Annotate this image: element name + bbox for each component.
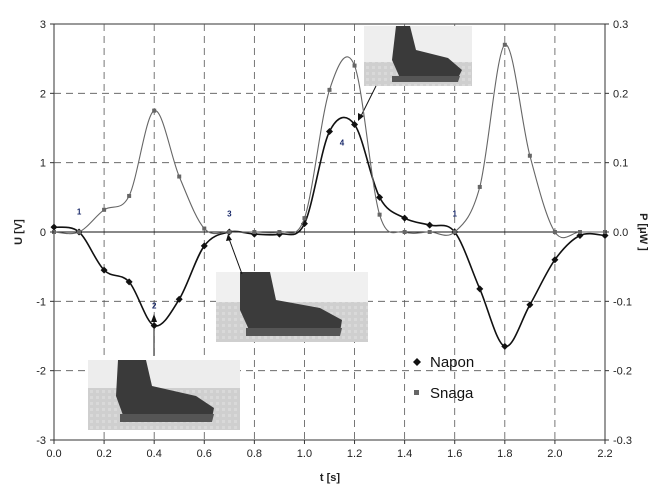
annotation-layer: 1 2 3 4 1 [77, 138, 458, 310]
photo-inset-flat-foot [88, 360, 240, 430]
y-right-axis-title: P [μW ] [637, 213, 649, 251]
phase-label: 1 [453, 210, 458, 219]
data-point-napon [476, 285, 484, 293]
y-right-tick-label: 0.3 [613, 19, 628, 31]
y-left-tick-label: -3 [36, 435, 46, 447]
x-tick-label: 1.8 [497, 448, 512, 460]
x-tick-label: 0.4 [147, 448, 162, 460]
y-right-tick-label: 0.1 [613, 158, 628, 170]
data-point-snaga [277, 230, 282, 234]
data-point-napon [150, 322, 158, 330]
y-left-axis-title: U [V] [13, 219, 25, 245]
data-point-snaga [77, 230, 82, 234]
x-tick-label: 1.0 [297, 448, 312, 460]
x-tick-label: 2.2 [597, 448, 612, 460]
x-tick-label: 0.8 [247, 448, 262, 460]
y-left-tick-label: 3 [40, 19, 46, 31]
y-left-tick-label: 0 [40, 227, 46, 239]
data-point-napon [376, 193, 384, 201]
photo-inset-heel-lift [364, 26, 472, 86]
photo-inset-toe-lift [216, 272, 368, 342]
legend-label-snaga: Snaga [430, 385, 474, 402]
data-point-snaga [252, 230, 257, 234]
data-point-snaga [327, 87, 332, 92]
y-left-tick-label: -1 [36, 296, 46, 308]
data-point-snaga [427, 230, 432, 234]
data-point-snaga [577, 230, 582, 234]
data-point-snaga [527, 153, 532, 158]
data-point-snaga [452, 230, 457, 234]
data-point-snaga [227, 230, 232, 234]
data-point-napon [426, 221, 434, 229]
legend: Napon Snaga [413, 354, 474, 402]
x-tick-label: 0.2 [96, 448, 111, 460]
y-left-tick-label: 1 [40, 158, 46, 170]
x-tick-label: 1.6 [447, 448, 462, 460]
data-point-snaga [102, 207, 107, 212]
data-point-napon [50, 223, 58, 231]
y-right-tick-label: 0.0 [613, 227, 628, 239]
y-right-tick-label: -0.3 [613, 435, 632, 447]
data-point-snaga [152, 108, 157, 113]
data-point-napon [551, 256, 559, 264]
data-point-napon [526, 301, 534, 309]
data-point-napon [100, 266, 108, 274]
y-left-tick-label: -2 [36, 366, 46, 378]
x-tick-label: 1.4 [397, 448, 412, 460]
phase-label: 4 [340, 138, 345, 147]
data-point-napon [501, 342, 509, 350]
series-layer [50, 42, 609, 350]
x-tick-label: 2.0 [547, 448, 562, 460]
y-right-tick-label: -0.1 [613, 296, 632, 308]
y-right-tick-label: -0.2 [613, 366, 632, 378]
data-point-snaga [127, 193, 132, 198]
data-point-napon [401, 214, 409, 222]
arrow-head-4 [358, 113, 364, 121]
phase-label: 2 [152, 301, 157, 310]
data-point-napon [351, 121, 359, 129]
data-point-snaga [352, 63, 357, 68]
legend-label-napon: Napon [430, 354, 474, 371]
data-point-snaga [177, 174, 182, 179]
data-point-snaga [302, 216, 307, 221]
data-point-napon [125, 278, 133, 286]
tick-layer: 0.0 0.2 0.4 0.6 0.8 1.0 1.2 1.4 1.6 1.8 2.0 2.2 3 2 1 0… [36, 19, 632, 460]
data-point-snaga [402, 230, 407, 234]
data-point-snaga [477, 184, 482, 189]
data-point-snaga [552, 230, 557, 234]
data-point-snaga [202, 226, 207, 231]
legend-marker-napon [413, 358, 421, 366]
data-point-snaga [502, 42, 507, 47]
arrow-head-3 [226, 234, 232, 241]
legend-marker-snaga [414, 390, 419, 395]
data-point-napon [175, 295, 183, 303]
data-point-napon [200, 242, 208, 250]
y-right-tick-label: 0.2 [613, 88, 628, 100]
x-tick-label: 0.0 [46, 448, 61, 460]
arrow-head-2 [151, 314, 157, 322]
data-point-napon [326, 127, 333, 135]
x-axis-title: t [s] [320, 472, 341, 484]
phase-label: 1 [77, 208, 82, 217]
arrow-point-4 [359, 85, 377, 119]
x-tick-label: 0.6 [197, 448, 212, 460]
data-point-snaga [377, 212, 382, 217]
x-tick-label: 1.2 [347, 448, 362, 460]
phase-label: 3 [227, 210, 232, 219]
y-left-tick-label: 2 [40, 88, 46, 100]
arrow-point-3 [227, 235, 243, 275]
